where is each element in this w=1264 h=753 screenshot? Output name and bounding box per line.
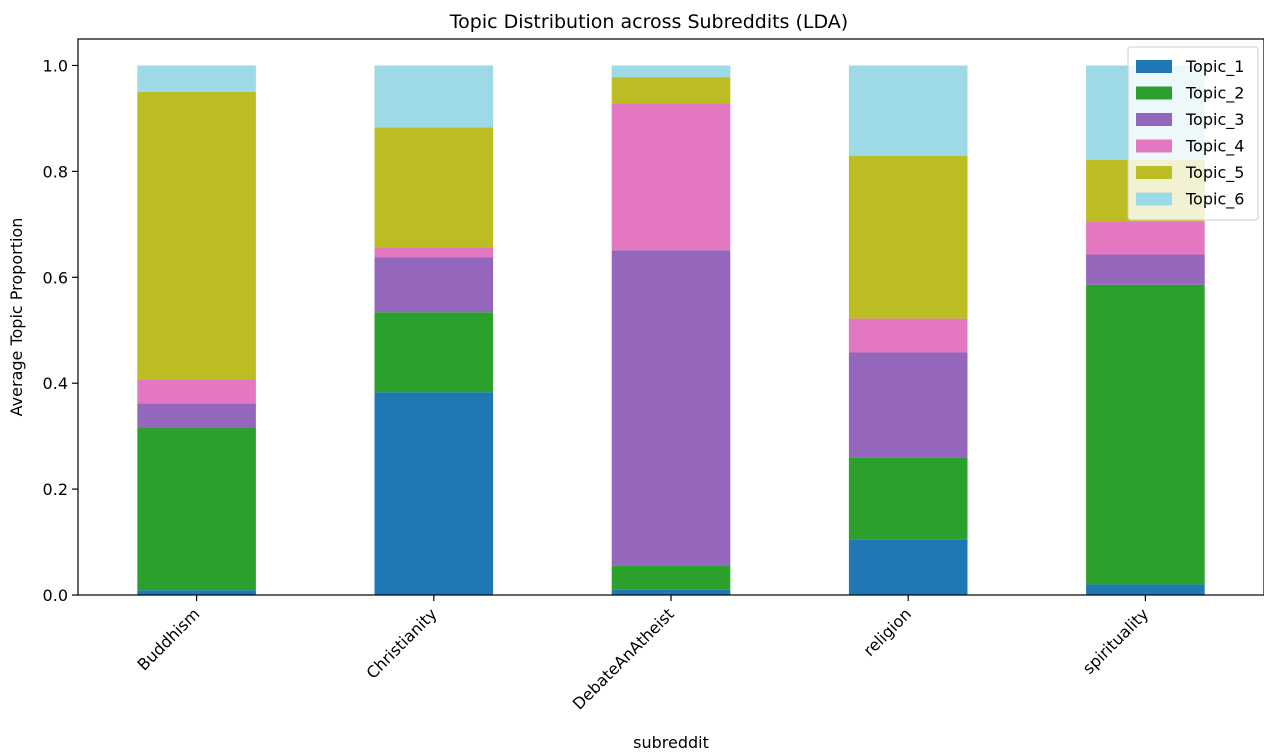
bar-segment-religion-topic-1 [848,539,968,595]
bar-segment-religion-topic-3 [848,352,968,458]
bar-segment-buddhism-topic-2 [137,427,256,591]
bar-segment-spirituality-topic-1 [1086,584,1205,595]
bar-segment-christianity-topic-5 [374,127,494,248]
y-tick-label: 0.2 [43,480,68,499]
bar-segment-buddhism-topic-1 [137,590,256,595]
legend-swatch [1136,192,1172,206]
legend-label: Topic_5 [1185,163,1244,183]
bar-segment-debateanatheist-topic-4 [611,103,731,251]
bar-segment-buddhism-topic-5 [137,91,256,380]
y-axis-label: Average Topic Proportion [7,218,26,417]
legend-swatch [1136,139,1172,153]
bar-segment-buddhism-topic-6 [137,65,256,92]
bar-segment-debateanatheist-topic-1 [611,589,731,595]
y-tick-label: 0.0 [43,586,68,605]
y-axis: 0.0 0.2 0.4 0.6 0.8 1.0 [43,56,78,605]
chart-title: Topic Distribution across Subreddits (LD… [449,11,848,33]
legend: Topic_1 Topic_2 Topic_3 Topic_4 Topic_5 Topic… [1127,46,1259,221]
y-tick-label: 1.0 [43,56,68,75]
bar-segment-debateanatheist-topic-2 [611,565,731,590]
y-tick-label: 0.6 [43,268,68,287]
bar-segment-buddhism-topic-4 [137,379,256,404]
bar-segment-christianity-topic-4 [374,247,494,258]
legend-label: Topic_3 [1185,110,1244,130]
y-tick-label: 0.4 [43,374,68,393]
bar-segment-religion-topic-6 [848,65,968,157]
bar-segment-religion-topic-5 [848,156,968,319]
legend-label: Topic_6 [1185,190,1244,210]
bar-segment-religion-topic-2 [848,457,968,540]
legend-label: Topic_1 [1185,57,1244,77]
bar-segment-religion-topic-4 [848,318,968,353]
bars-layer [137,65,1205,595]
bar-segment-christianity-topic-2 [374,312,494,393]
bar-segment-spirituality-topic-2 [1086,284,1205,585]
bar-segment-christianity-topic-6 [374,65,494,128]
x-tick-label: Christianity [362,604,440,682]
bar-segment-spirituality-topic-4 [1086,221,1205,255]
bar-segment-debateanatheist-topic-5 [611,77,731,104]
legend-label: Topic_4 [1185,137,1244,157]
bar-segment-christianity-topic-1 [374,392,494,595]
x-tick-label: religion [860,604,916,660]
legend-swatch [1136,166,1172,179]
legend-swatch [1136,60,1172,73]
bar-segment-debateanatheist-topic-3 [611,250,731,566]
legend-swatch [1136,113,1172,126]
bar-segment-debateanatheist-topic-6 [611,65,731,78]
x-tick-label: spirituality [1079,604,1152,677]
legend-swatch [1136,86,1172,100]
bar-segment-christianity-topic-3 [374,257,494,313]
bar-segment-spirituality-topic-3 [1086,254,1205,285]
x-tick-label: Buddhism [133,604,203,674]
x-axis: Buddhism Christianity DebateAnAtheist relig… [133,595,1152,714]
x-axis-label: subreddit [633,733,709,752]
legend-label: Topic_2 [1185,84,1244,104]
y-tick-label: 0.8 [43,162,68,181]
x-tick-label: DebateAnAtheist [569,604,678,713]
bar-segment-buddhism-topic-3 [137,403,256,428]
